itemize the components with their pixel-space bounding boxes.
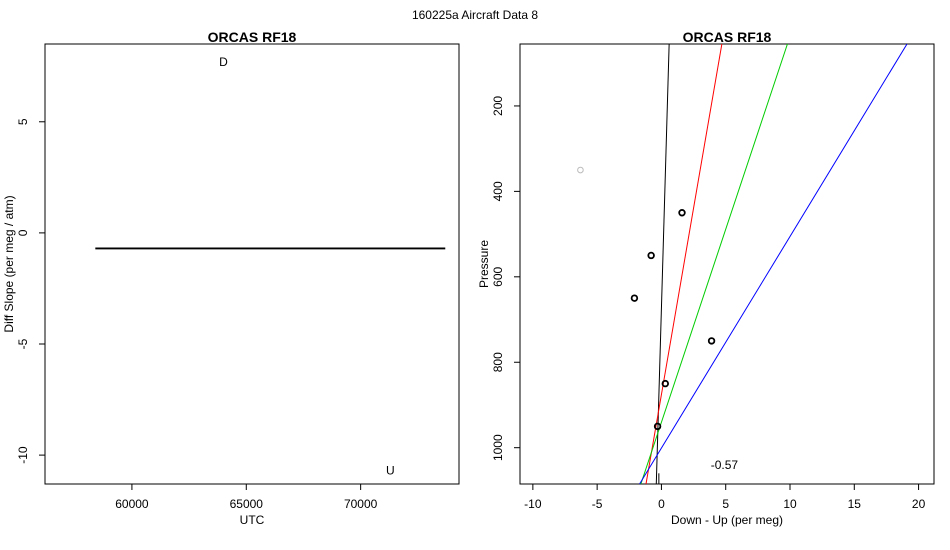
panel1-ytick-label: -10: [16, 446, 30, 464]
panel2-plot-area: [577, 44, 908, 484]
panel1-annotation: U: [386, 464, 395, 478]
left-title: ORCAS RF18: [208, 29, 297, 45]
panel1-ytick-label: -5: [16, 338, 30, 349]
panel1-annotation: D: [219, 55, 228, 69]
panel2-ytick-label: 600: [491, 266, 505, 286]
panel2-xtick-label: -10: [524, 497, 542, 511]
panel2-fit-line: [640, 44, 788, 484]
panel2-data-point: [661, 379, 669, 388]
panel2-xtick-label: 10: [783, 497, 797, 511]
right-title: ORCAS RF18: [683, 29, 772, 45]
panel1-ytick-label: 0: [16, 229, 30, 236]
right-ylabel: Pressure: [477, 240, 491, 288]
panel2-ytick-label: 1000: [491, 434, 505, 461]
panel2-xtick-label: 0: [658, 497, 665, 511]
panel2-xtick-label: 5: [722, 497, 729, 511]
panel2-ytick-label: 800: [491, 352, 505, 372]
left-plot-frame: [44, 43, 460, 485]
panel1-xtick-label: 65000: [230, 497, 264, 511]
panel2-data-point: [653, 422, 662, 431]
left-panel: ORCAS RF18 UTC Diff Slope (per meg / atm…: [2, 29, 460, 527]
panel2-xtick-label: 15: [848, 497, 862, 511]
panel2-ytick-label: 400: [491, 181, 505, 201]
panel2-fit-line: [645, 44, 723, 484]
right-panel: ORCAS RF18 Down - Up (per meg) Pressure …: [477, 29, 935, 527]
panel2-data-point: [678, 209, 686, 217]
right-xlabel: Down - Up (per meg): [671, 513, 783, 527]
panel1-xtick-label: 60000: [115, 497, 149, 511]
right-data-layer: -10 -5 0 5 10 15 20 200 400 600 800 1000 -0.57: [491, 44, 926, 511]
panel2-fit-line: [639, 44, 908, 484]
panel2-ytick-label: 200: [491, 96, 505, 116]
panel2-data-point: [577, 166, 584, 174]
right-plot-frame: [519, 43, 935, 485]
panel2-data-point: [647, 251, 655, 260]
panel2-xtick-label: 20: [912, 497, 926, 511]
panel2-xtick-label: -5: [592, 497, 603, 511]
left-xlabel: UTC: [240, 513, 265, 527]
left-data-layer: 60000 65000 70000 5 0 -5 -10 D U: [16, 55, 446, 511]
left-ylabel: Diff Slope (per meg / atm): [2, 195, 16, 332]
panel2-annotation: -0.57: [711, 458, 739, 472]
panel2-data-point: [630, 294, 639, 302]
panel1-xtick-label: 70000: [344, 497, 378, 511]
panel1-ytick-label: 5: [16, 118, 30, 125]
figure-suptitle: 160225a Aircraft Data 8: [412, 8, 538, 22]
panel2-data-point: [707, 337, 716, 345]
